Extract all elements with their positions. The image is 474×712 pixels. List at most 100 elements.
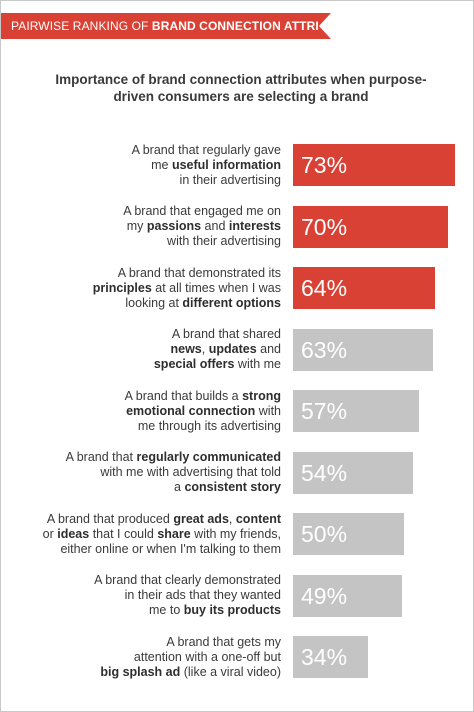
bar-label-line: either online or when I'm talking to the… xyxy=(31,542,281,557)
bar-label: A brand that shared news, updates and spec… xyxy=(31,327,281,372)
header-emphasis: BRAND CONNECTION ATTRIBUTES xyxy=(151,19,360,33)
bar-label-line: news, updates and xyxy=(31,342,282,357)
bar-label-line: A brand that gets my xyxy=(31,635,281,650)
bar-label-text: with me xyxy=(234,357,281,371)
bar-label-text: and xyxy=(256,342,281,356)
bar-label-text: A brand that engaged me on xyxy=(123,204,281,218)
bar-label-emphasis: different options xyxy=(182,295,281,310)
bar-label-line: me through its advertising xyxy=(31,419,281,434)
bar-label-text: , xyxy=(228,511,236,526)
bar: 49% xyxy=(293,574,402,617)
header-prefix: PAIRWISE RANKING OF xyxy=(11,19,152,33)
bar-label-line: in their ads that they wanted xyxy=(31,588,281,603)
bar-label-line: A brand that demonstrated its xyxy=(31,266,281,281)
bar-label-text: that I could xyxy=(89,526,158,541)
bar-label-line: A brand that shared xyxy=(31,327,281,342)
bar: 57% xyxy=(293,390,419,432)
bar-label: A brand that engaged me on my passions an… xyxy=(31,204,281,249)
bar-label: A brand that clearly demonstrated in thei… xyxy=(31,573,281,618)
bar-label-text: A brand that xyxy=(65,450,137,464)
bar-label-emphasis: great ads xyxy=(173,511,229,526)
bar-label-emphasis: content xyxy=(235,511,281,526)
chart-title: Importance of brand connection attribute… xyxy=(55,72,427,104)
bar-label-text: my xyxy=(126,219,147,233)
bar-label-text: , xyxy=(201,342,209,356)
bar-label-line: A brand that regularly communicated xyxy=(31,450,281,465)
bar-label-line: A brand that produced great ads, content xyxy=(31,512,281,527)
bar-label-text: at all times when I was xyxy=(151,280,281,295)
bar-label-text: (like a viral video) xyxy=(180,664,281,679)
bar-label-emphasis: regularly communicated xyxy=(136,450,282,464)
bar-label-line: A brand that engaged me on xyxy=(31,204,281,219)
bar-label-text: with xyxy=(255,403,281,418)
bar-label-line: A brand that regularly gave xyxy=(31,143,281,158)
bar-label-emphasis: passions xyxy=(146,219,202,233)
bar-label-emphasis: useful information xyxy=(171,157,281,172)
bar: 63% xyxy=(293,328,433,371)
bar-label-emphasis: news xyxy=(170,342,202,356)
bar-label-emphasis: emotional connection xyxy=(126,403,256,418)
bar-label: A brand that regularly communicated with … xyxy=(31,450,281,495)
bar-label-text: me to xyxy=(149,603,184,617)
bar-label-emphasis: share xyxy=(157,526,191,541)
bar-label-text: with me with advertising that told xyxy=(100,465,281,479)
bar-label-text: and xyxy=(201,219,229,233)
bar-value-label: 57% xyxy=(301,398,348,424)
bar-label-text: with their advertising xyxy=(167,234,281,248)
bar-label-line: a consistent story xyxy=(31,480,281,495)
bar-label-text: A brand that demonstrated its xyxy=(117,265,281,280)
bar: 50% xyxy=(293,513,404,555)
bar-label-text: me xyxy=(151,157,172,172)
bar-label-emphasis: consistent story xyxy=(184,480,281,494)
bar-label-emphasis: updates xyxy=(208,342,257,356)
bar-label-text: in their advertising xyxy=(179,172,281,187)
bar-label-emphasis: special offers xyxy=(153,357,235,371)
bar-value-label: 70% xyxy=(301,213,348,240)
bar-label-text: either online or when I'm talking to the… xyxy=(60,541,281,556)
bar-label-line: special offers with me xyxy=(31,357,281,372)
bar-label-emphasis: big splash ad xyxy=(100,664,181,679)
bar-label-line: principles at all times when I was xyxy=(31,281,281,296)
bar-label-emphasis: principles xyxy=(92,280,152,295)
bar-value-label: 54% xyxy=(301,459,348,486)
bar-label-text: looking at xyxy=(125,295,183,310)
bar-value-label: 73% xyxy=(301,152,348,178)
bar-label-text: or xyxy=(42,526,58,541)
bar-value-label: 34% xyxy=(301,644,348,670)
bar-label-emphasis: buy its products xyxy=(183,603,281,617)
bar-value-label: 50% xyxy=(301,521,348,547)
bar-label-text: A brand that builds a xyxy=(124,388,243,403)
section-header-tab: PAIRWISE RANKING OF BRAND CONNECTION ATT… xyxy=(1,13,360,39)
bar-label: A brand that builds a strong emotional co… xyxy=(31,389,281,434)
bar-label-line: emotional connection with xyxy=(31,404,281,419)
bar-label-line: with their advertising xyxy=(31,234,281,249)
bar-label-line: big splash ad (like a viral video) xyxy=(31,665,281,680)
bar: 34% xyxy=(293,636,368,678)
bar-label-text: with my friends, xyxy=(190,526,281,541)
bar-label-text: in their ads that they wanted xyxy=(124,588,281,602)
bar-value-label: 63% xyxy=(301,336,348,363)
bar: 70% xyxy=(293,205,448,248)
bar: 73% xyxy=(293,144,455,186)
bar-label-line: me useful information xyxy=(31,158,281,173)
bar-label-text: A brand that produced xyxy=(46,511,174,526)
bar-label-line: in their advertising xyxy=(31,173,281,188)
bar-label-line: A brand that builds a strong xyxy=(31,389,281,404)
bar-label-line: with me with advertising that told xyxy=(31,465,281,480)
bar-label-text: A brand that shared xyxy=(171,327,281,341)
bar-label-text: a xyxy=(174,480,185,494)
bar-label-emphasis: ideas xyxy=(57,526,90,541)
bar-label-text: A brand that regularly gave xyxy=(131,142,281,157)
bar-label-text: attention with a one-off but xyxy=(133,649,281,664)
bar: 64% xyxy=(293,267,435,309)
bar-label-line: attention with a one-off but xyxy=(31,650,281,665)
bar-label: A brand that demonstrated its principles … xyxy=(31,266,281,311)
bar-label: A brand that regularly gave me useful inf… xyxy=(31,143,281,188)
bar-label-text: A brand that gets my xyxy=(166,634,281,649)
bar-value-label: 49% xyxy=(301,582,348,609)
bar-label: A brand that gets my attention with a one… xyxy=(31,635,281,680)
bar-label-line: looking at different options xyxy=(31,296,281,311)
bar-label-text: me through its advertising xyxy=(137,418,281,433)
